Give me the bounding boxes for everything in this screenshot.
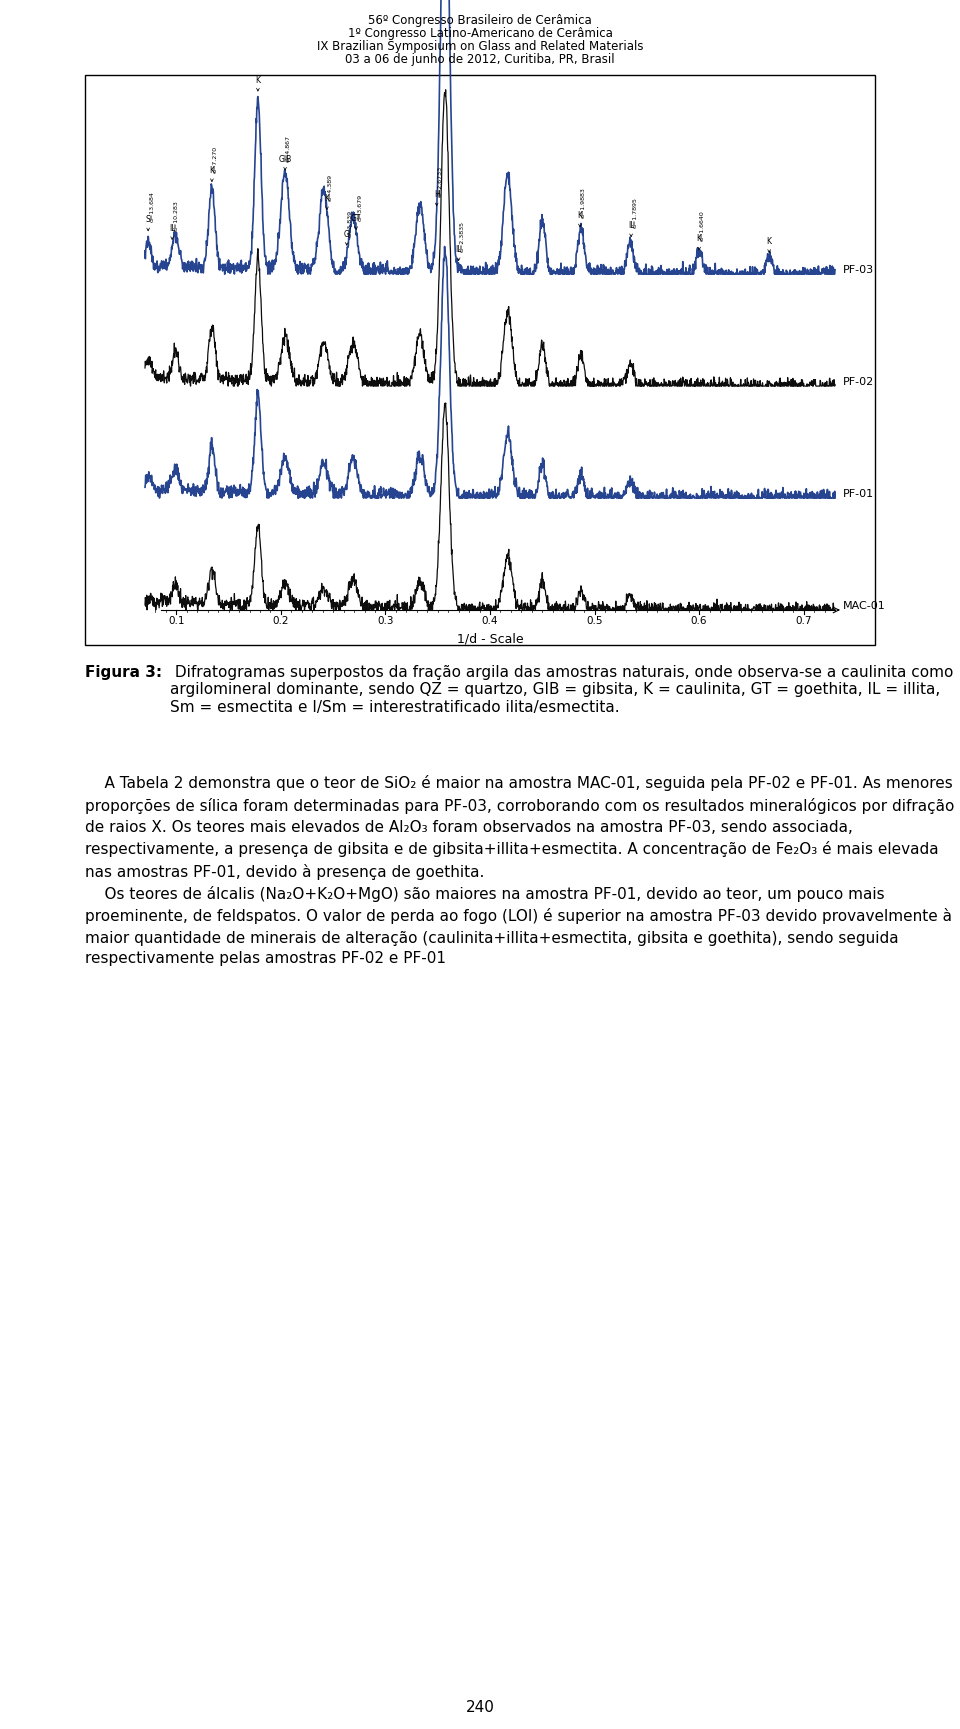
Text: 0.4: 0.4 xyxy=(482,616,498,626)
Bar xyxy=(85,74,875,645)
Text: 0.3: 0.3 xyxy=(377,616,394,626)
Text: d=1.7895: d=1.7895 xyxy=(632,197,637,228)
Text: S: S xyxy=(146,216,151,225)
Text: IL: IL xyxy=(455,246,462,254)
Text: GT: GT xyxy=(351,214,361,223)
Text: 56º Congresso Brasileiro de Cerâmica: 56º Congresso Brasileiro de Cerâmica xyxy=(368,14,592,28)
Text: d=7.270: d=7.270 xyxy=(213,145,218,173)
Text: Figura 3:: Figura 3: xyxy=(85,666,162,679)
Text: d=1.6640: d=1.6640 xyxy=(700,211,705,242)
Text: K: K xyxy=(255,76,260,85)
Text: K: K xyxy=(324,194,329,204)
Text: d=4.867: d=4.867 xyxy=(286,135,291,161)
Text: 1/d - Scale: 1/d - Scale xyxy=(457,633,523,645)
Text: 0.1: 0.1 xyxy=(168,616,184,626)
Text: 240: 240 xyxy=(466,1700,494,1715)
Text: Difratogramas superpostos da fração argila das amostras naturais, onde observa-s: Difratogramas superpostos da fração argi… xyxy=(170,666,953,714)
Text: MAC-01: MAC-01 xyxy=(843,600,886,610)
Text: G: G xyxy=(344,230,349,239)
Text: H: H xyxy=(434,190,440,199)
Text: 0.2: 0.2 xyxy=(273,616,289,626)
Text: GIB: GIB xyxy=(278,154,292,164)
Text: 0.7: 0.7 xyxy=(796,616,812,626)
Text: K: K xyxy=(209,166,214,175)
Text: d=2.6733: d=2.6733 xyxy=(438,166,443,197)
Text: A Tabela 2 demonstra que o teor de SiO₂ é maior na amostra MAC-01, seguida pela : A Tabela 2 demonstra que o teor de SiO₂ … xyxy=(85,775,954,967)
Text: K: K xyxy=(577,211,583,220)
Text: d=13.684: d=13.684 xyxy=(149,192,155,223)
Text: PF-01: PF-01 xyxy=(843,489,875,498)
Text: d=3.839: d=3.839 xyxy=(348,209,352,237)
Text: d=3.679: d=3.679 xyxy=(357,194,362,221)
Text: PF-02: PF-02 xyxy=(843,377,875,387)
Text: d=2.3835: d=2.3835 xyxy=(460,221,465,252)
Text: d=1.9883: d=1.9883 xyxy=(581,187,586,218)
Text: 0.6: 0.6 xyxy=(691,616,708,626)
Text: K: K xyxy=(697,235,702,244)
Text: 1º Congresso Latino-Americano de Cerâmica: 1º Congresso Latino-Americano de Cerâmic… xyxy=(348,28,612,40)
Text: 03 a 06 de junho de 2012, Curitiba, PR, Brasil: 03 a 06 de junho de 2012, Curitiba, PR, … xyxy=(346,54,614,66)
Text: IL: IL xyxy=(628,221,635,230)
Text: K: K xyxy=(767,237,772,246)
Text: IL: IL xyxy=(169,225,176,233)
Text: 0.5: 0.5 xyxy=(587,616,603,626)
Text: PF-03: PF-03 xyxy=(843,265,875,275)
Text: d=4.389: d=4.389 xyxy=(328,175,333,201)
Text: IX Brazilian Symposium on Glass and Related Materials: IX Brazilian Symposium on Glass and Rela… xyxy=(317,40,643,54)
Text: d=10.283: d=10.283 xyxy=(173,201,179,232)
